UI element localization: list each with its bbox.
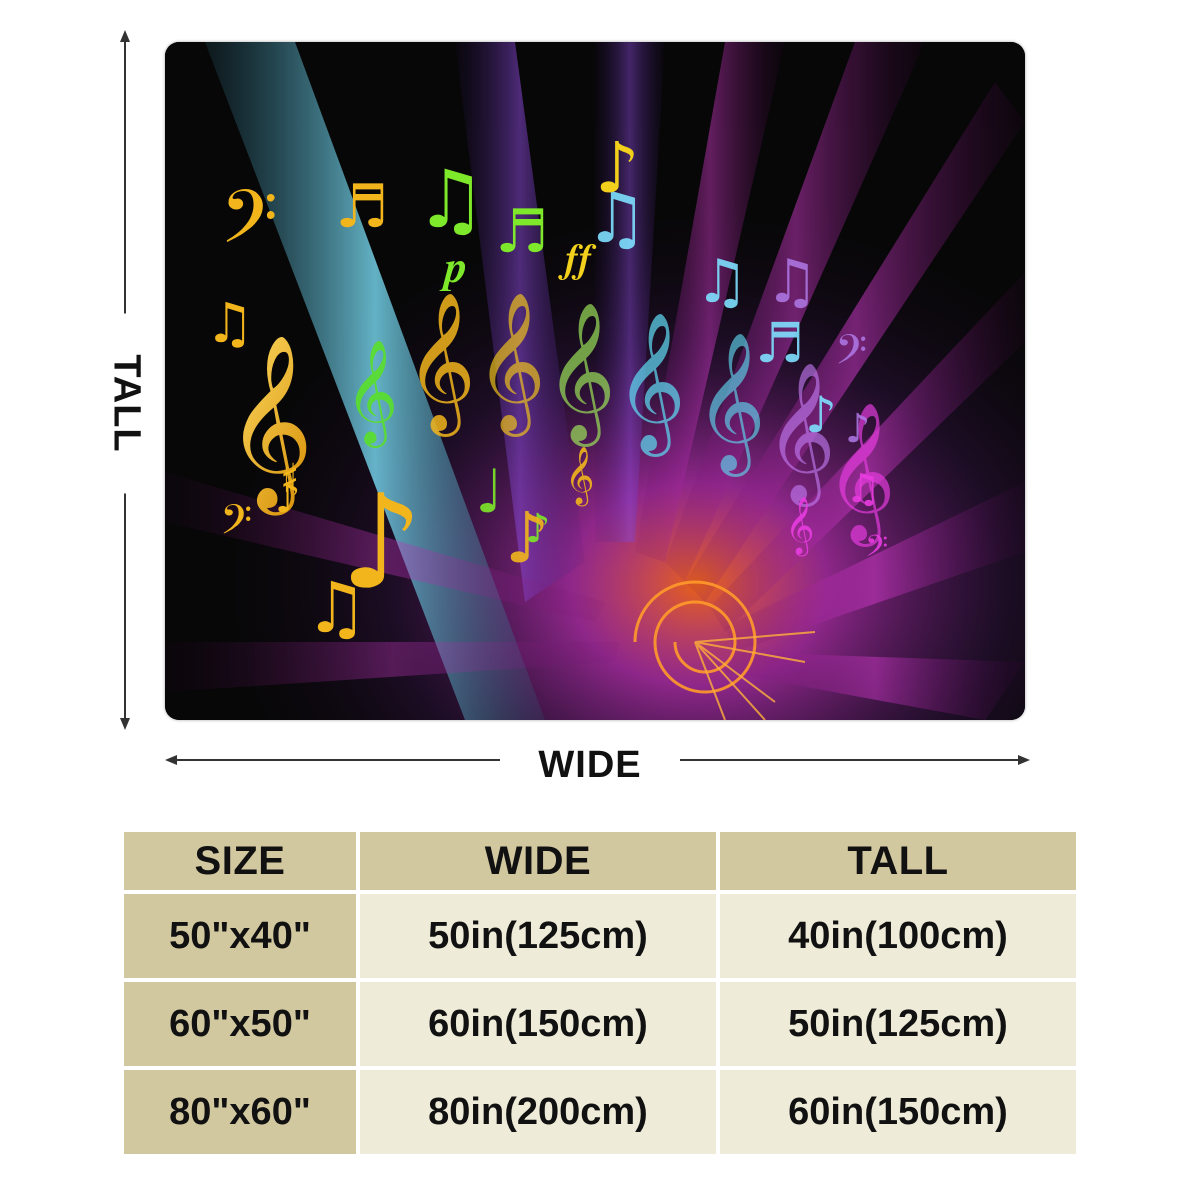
row-tall: 60in(150cm) [720,1070,1076,1154]
row-size: 60"x50" [124,982,356,1066]
svg-text:♫: ♫ [415,153,487,246]
size-table-header-row: SIZE WIDE TALL [124,832,1076,890]
svg-text:𝄞: 𝄞 [785,496,815,557]
header-size: SIZE [124,832,356,890]
header-wide: WIDE [360,832,716,890]
table-row: 60"x50" 60in(150cm) 50in(125cm) [124,982,1076,1066]
svg-text:𝄞: 𝄞 [765,362,836,507]
music-notes-spiral-artwork: 𝄞 𝄞 𝄞 𝄞 𝄞 𝄞 𝄞 𝄞 𝄞 𝄢 ♫ 𝄢 ♫ ♪ [165,42,1025,720]
row-size: 80"x60" [124,1070,356,1154]
svg-text:♪: ♪ [595,127,640,209]
header-tall: TALL [720,832,1076,890]
svg-text:♪: ♪ [275,476,301,522]
size-table: SIZE WIDE TALL 50"x40" 50in(125cm) 40in(… [120,828,1080,1158]
svg-text:𝄞: 𝄞 [545,302,616,447]
svg-text:♫: ♫ [845,466,881,512]
svg-text:♪: ♪ [805,386,837,444]
svg-text:𝄢: 𝄢 [835,326,867,384]
svg-text:♪: ♪ [505,497,550,579]
svg-text:𝆑𝆑: 𝆑𝆑 [558,236,596,282]
svg-text:𝄢: 𝄢 [220,496,252,554]
row-wide: 60in(150cm) [360,982,716,1066]
row-size: 50"x40" [124,894,356,978]
row-tall: 50in(125cm) [720,982,1076,1066]
wide-label: WIDE [500,744,680,787]
row-wide: 80in(200cm) [360,1070,716,1154]
svg-text:♩: ♩ [475,457,503,527]
row-wide: 50in(125cm) [360,894,716,978]
tall-dimension-arrow [120,30,130,730]
svg-text:𝄢: 𝄢 [865,530,888,571]
svg-text:𝄞: 𝄞 [825,402,896,547]
svg-text:𝄞: 𝄞 [345,339,398,448]
svg-text:𝄞: 𝄞 [475,292,546,437]
svg-text:♪: ♪ [340,466,423,618]
row-tall: 40in(100cm) [720,894,1076,978]
table-row: 50"x40" 50in(125cm) 40in(100cm) [124,894,1076,978]
svg-text:♫: ♫ [765,247,819,317]
tall-label: TALL [104,313,148,494]
svg-text:♪: ♪ [525,506,551,552]
svg-text:♬: ♬ [335,172,389,242]
svg-text:𝄢: 𝄢 [220,174,278,279]
table-row: 80"x60" 80in(200cm) 60in(150cm) [124,1070,1076,1154]
svg-text:𝄞: 𝄞 [405,292,476,437]
svg-text:♫: ♫ [305,567,368,649]
svg-text:𝄞: 𝄞 [565,446,595,507]
wide-dimension-arrow [165,755,1030,765]
svg-text:𝄞: 𝄞 [225,334,314,516]
svg-text:𝄞: 𝄞 [615,312,686,457]
svg-text:♯: ♯ [280,456,299,502]
svg-text:♪: ♪ [845,406,871,452]
svg-text:♫: ♫ [585,177,648,259]
svg-text:♬: ♬ [755,311,804,375]
svg-text:♫: ♫ [695,247,749,317]
blanket-artwork: 𝄞 𝄞 𝄞 𝄞 𝄞 𝄞 𝄞 𝄞 𝄞 𝄢 ♫ 𝄢 ♫ ♪ [165,42,1025,720]
svg-text:♫: ♫ [205,291,254,355]
svg-text:𝄞: 𝄞 [695,332,766,477]
svg-text:♬: ♬ [495,197,549,267]
